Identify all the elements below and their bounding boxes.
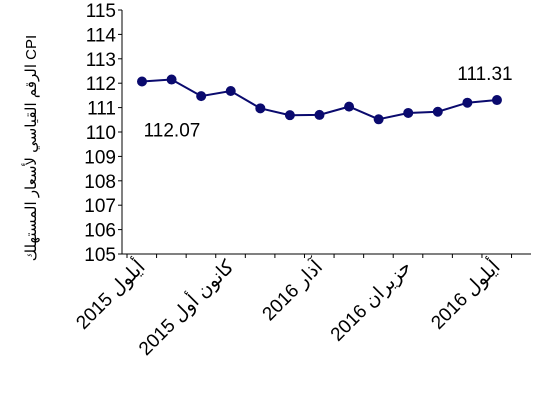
data-point [344,101,355,112]
y-tick-label: 105 [84,245,116,266]
y-tick-label: 113 [86,50,116,71]
axes [118,9,531,258]
y-tick-label: 115 [86,1,116,22]
y-tick-label: 112 [86,74,116,95]
y-tick-label: 108 [84,172,116,193]
data-point [403,107,414,118]
data-point [255,103,266,114]
y-tick-label: 109 [84,147,116,168]
data-point [137,76,147,87]
data-point [284,110,295,121]
data-point [462,97,473,108]
y-tick-labels: 105 106 107 108 109 110 111 112 113 114 115 [84,1,116,266]
data-point [166,74,177,85]
y-tick-label: 111 [87,99,116,120]
data-label: 111.31 [457,64,512,85]
y-axis-label-group: الرقم القياسي لأسعار المستهلك CPI [21,35,41,261]
data-point [314,109,325,120]
y-axis-label: الرقم القياسي لأسعار المستهلك CPI [21,35,41,261]
x-tick-label: أيلول 2016 [425,255,504,334]
data-label: 112.07 [144,120,201,141]
data-point [196,91,207,102]
data-point [432,106,443,117]
x-tick-label: حزيران 2016 [327,257,416,346]
y-tick-label: 107 [84,196,116,217]
data-points [137,74,502,125]
data-point [373,114,384,125]
data-point [225,86,236,97]
y-tick-label: 106 [84,221,116,242]
data-point [491,95,502,106]
x-tick-label: أيلول 2015 [70,255,149,334]
y-tick-label: 110 [86,123,116,144]
data-labels: 112.07 111.31 [144,64,513,141]
y-tick-label: 114 [86,25,117,46]
x-tick-label: آذار 2016 [256,254,327,325]
x-tick-label: كانون أول 2015 [133,254,239,360]
